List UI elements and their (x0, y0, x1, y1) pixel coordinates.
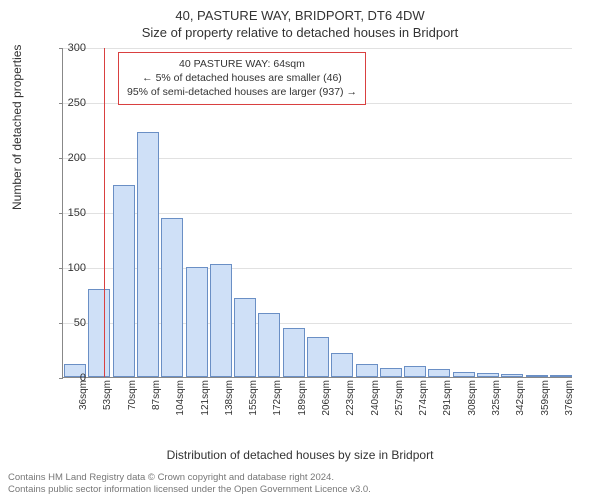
xtick-label: 70sqm (127, 380, 138, 410)
xtick-label: 223sqm (345, 380, 356, 416)
annotation-box: 40 PASTURE WAY: 64sqm← 5% of detached ho… (118, 52, 366, 105)
histogram-bar (526, 375, 548, 377)
histogram-bar (356, 364, 378, 377)
histogram-bar (550, 375, 572, 377)
histogram-bar (501, 374, 523, 377)
ytick-label: 200 (46, 152, 86, 164)
xtick-label: 274sqm (418, 380, 429, 416)
x-axis-label: Distribution of detached houses by size … (0, 448, 600, 462)
xtick-label: 206sqm (321, 380, 332, 416)
marker-line (104, 48, 105, 377)
footer-attribution: Contains HM Land Registry data © Crown c… (8, 472, 592, 496)
gridline (63, 48, 572, 49)
histogram-bar (307, 337, 329, 377)
xtick-label: 376sqm (564, 380, 575, 416)
chart-area: 40 PASTURE WAY: 64sqm← 5% of detached ho… (62, 48, 572, 408)
histogram-bar (234, 298, 256, 377)
xtick-label: 121sqm (200, 380, 211, 416)
ytick-label: 0 (46, 372, 86, 384)
histogram-bar (186, 267, 208, 377)
xtick-label: 53sqm (102, 380, 113, 410)
xtick-label: 104sqm (175, 380, 186, 416)
histogram-bar (137, 132, 159, 377)
xtick-label: 291sqm (442, 380, 453, 416)
ytick-label: 50 (46, 317, 86, 329)
xtick-label: 172sqm (272, 380, 283, 416)
xtick-label: 325sqm (491, 380, 502, 416)
xtick-label: 155sqm (248, 380, 259, 416)
ytick-label: 300 (46, 42, 86, 54)
histogram-bar (113, 185, 135, 378)
histogram-bar (161, 218, 183, 378)
annotation-line: 40 PASTURE WAY: 64sqm (127, 57, 357, 71)
histogram-bar (210, 264, 232, 377)
histogram-bar (380, 368, 402, 377)
footer-line-1: Contains HM Land Registry data © Crown c… (8, 472, 592, 484)
xtick-label: 87sqm (151, 380, 162, 410)
histogram-bar (477, 373, 499, 377)
footer-line-2: Contains public sector information licen… (8, 484, 592, 496)
xtick-label: 189sqm (297, 380, 308, 416)
annotation-line: 95% of semi-detached houses are larger (… (127, 85, 357, 99)
histogram-plot: 40 PASTURE WAY: 64sqm← 5% of detached ho… (62, 48, 572, 378)
histogram-bar (88, 289, 110, 377)
histogram-bar (258, 313, 280, 377)
histogram-bar (453, 372, 475, 378)
xtick-label: 359sqm (540, 380, 551, 416)
xtick-label: 240sqm (370, 380, 381, 416)
ytick-label: 250 (46, 97, 86, 109)
xtick-label: 257sqm (394, 380, 405, 416)
xtick-label: 342sqm (515, 380, 526, 416)
xtick-label: 308sqm (467, 380, 478, 416)
xtick-label: 36sqm (78, 380, 89, 410)
histogram-bar (404, 366, 426, 377)
histogram-bar (331, 353, 353, 377)
xtick-label: 138sqm (224, 380, 235, 416)
annotation-line: ← 5% of detached houses are smaller (46) (127, 71, 357, 85)
ytick-label: 150 (46, 207, 86, 219)
histogram-bar (428, 369, 450, 377)
y-axis-label: Number of detached properties (10, 45, 24, 210)
page-subtitle: Size of property relative to detached ho… (0, 23, 600, 40)
ytick-label: 100 (46, 262, 86, 274)
histogram-bar (283, 328, 305, 378)
page-title: 40, PASTURE WAY, BRIDPORT, DT6 4DW (0, 0, 600, 23)
